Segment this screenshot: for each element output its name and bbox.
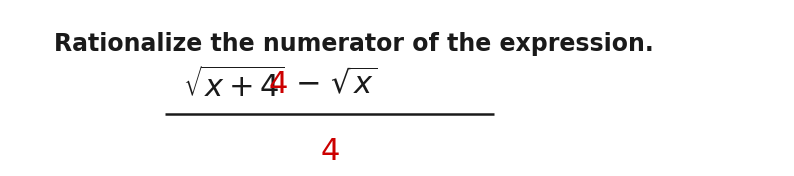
- Text: $4$: $4$: [320, 137, 340, 166]
- Text: $-\ \sqrt{x}$: $-\ \sqrt{x}$: [295, 68, 378, 100]
- Text: $\sqrt{x+4}$: $\sqrt{x+4}$: [183, 67, 285, 102]
- Text: $4$: $4$: [268, 70, 288, 99]
- Text: Rationalize the numerator of the expression.: Rationalize the numerator of the express…: [54, 32, 653, 56]
